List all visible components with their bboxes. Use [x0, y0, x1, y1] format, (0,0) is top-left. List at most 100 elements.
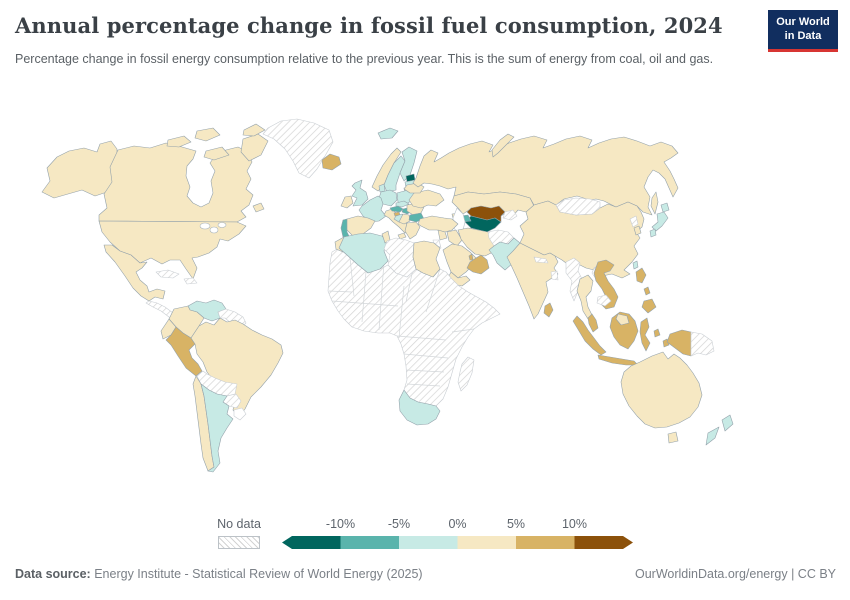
great-lake-1 — [199, 222, 211, 230]
country-turkmenistan[interactable] — [464, 215, 502, 233]
country-cambodia[interactable] — [596, 294, 612, 307]
legend-tick-1: -5% — [387, 517, 411, 531]
country-russia-novaya-zemlya[interactable] — [491, 133, 515, 158]
country-czechia[interactable] — [395, 200, 410, 208]
legend-bin-2[interactable] — [399, 536, 458, 549]
country-iraq[interactable] — [446, 229, 463, 247]
legend-bin-3[interactable] — [457, 536, 517, 549]
legend-tick-2: 0% — [448, 517, 467, 531]
region-borneo-north[interactable] — [615, 313, 630, 326]
africa-internal-borders — [328, 257, 475, 387]
country-russia-sakhalin[interactable] — [650, 191, 659, 215]
country-indonesia-papua[interactable] — [666, 329, 692, 357]
country-alaska[interactable] — [41, 140, 118, 199]
owid-credit-link[interactable]: OurWorldinData.org/energy | CC BY — [634, 567, 836, 581]
data-source-label: Data source: — [15, 567, 91, 581]
legend-no-data-swatch[interactable] — [218, 536, 260, 549]
country-iceland[interactable] — [321, 153, 342, 171]
country-philippines-visayas[interactable] — [643, 286, 651, 296]
country-papua-new-guinea[interactable] — [690, 331, 715, 357]
country-bangladesh[interactable] — [550, 270, 559, 281]
country-philippines-luzon[interactable] — [635, 267, 647, 284]
country-south-korea[interactable] — [633, 225, 642, 236]
country-sri-lanka[interactable] — [543, 302, 554, 318]
owid-logo-line2: in Data — [784, 29, 822, 42]
country-indonesia-java[interactable] — [597, 354, 639, 366]
country-uruguay[interactable] — [233, 407, 247, 421]
country-greenland[interactable] — [262, 118, 334, 179]
country-serbia[interactable] — [398, 213, 411, 225]
country-taiwan[interactable] — [632, 260, 639, 270]
legend-tick-0: -10% — [325, 517, 356, 531]
country-south-africa[interactable] — [398, 389, 441, 426]
country-thailand[interactable] — [576, 274, 594, 320]
country-australia-tasmania[interactable] — [667, 431, 679, 444]
great-lake-3 — [217, 222, 227, 228]
chart-subtitle: Percentage change in fossil energy consu… — [15, 52, 714, 66]
country-canada-arctic-1[interactable] — [166, 135, 192, 148]
country-greece[interactable] — [404, 221, 421, 240]
country-vietnam[interactable] — [593, 259, 619, 310]
country-egypt[interactable] — [412, 240, 441, 278]
country-ukraine[interactable] — [408, 189, 445, 209]
great-lake-2 — [209, 226, 219, 234]
country-cuba[interactable] — [155, 269, 180, 279]
page-title: Annual percentage change in fossil fuel … — [15, 13, 723, 38]
country-madagascar[interactable] — [457, 356, 475, 392]
country-indonesia-sumatra[interactable] — [572, 315, 607, 356]
country-indonesia-moluccas-1[interactable] — [653, 328, 661, 338]
country-nepal[interactable] — [533, 256, 549, 264]
country-peru[interactable] — [165, 326, 203, 377]
country-syria[interactable] — [437, 229, 448, 241]
country-turkey[interactable] — [417, 215, 459, 233]
country-japan-hokkaido[interactable] — [660, 202, 670, 213]
country-canada-ellesmere[interactable] — [242, 123, 266, 137]
country-malaysia[interactable] — [587, 313, 599, 333]
country-philippines-mindanao[interactable] — [641, 298, 657, 314]
legend-tick-4: 10% — [561, 517, 588, 531]
legend-bin-5[interactable] — [574, 536, 634, 549]
country-australia[interactable] — [620, 351, 703, 429]
legend-bin-1[interactable] — [340, 536, 400, 549]
country-brazil[interactable] — [190, 317, 284, 418]
data-source-line: Data source: Energy Institute - Statisti… — [15, 567, 423, 581]
legend-bin-4[interactable] — [516, 536, 575, 549]
country-new-zealand-north[interactable] — [721, 414, 734, 432]
country-ecuador[interactable] — [160, 318, 177, 340]
owid-logo-line1: Our World — [776, 16, 830, 28]
country-mongolia[interactable] — [555, 197, 601, 216]
country-indonesia-sulawesi[interactable] — [639, 317, 651, 352]
country-argentina[interactable] — [200, 383, 234, 473]
country-france[interactable] — [358, 195, 387, 223]
country-canada-newfoundland[interactable] — [252, 202, 265, 213]
country-austria[interactable] — [389, 205, 404, 213]
country-japan-kyushu[interactable] — [649, 228, 657, 238]
legend-no-data-label: No data — [217, 517, 261, 531]
country-united-kingdom[interactable] — [351, 179, 369, 207]
country-north-korea[interactable] — [629, 215, 639, 228]
country-hispaniola[interactable] — [183, 277, 198, 285]
map-legend: No data -10% -5% 0% 5% 10% — [215, 516, 645, 554]
country-canada-victoria-island[interactable] — [203, 146, 230, 161]
owid-logo[interactable]: Our World in Data — [768, 10, 838, 52]
data-source-text: Energy Institute - Statistical Review of… — [90, 567, 423, 581]
world-map — [41, 118, 734, 473]
country-japan-honshu[interactable] — [651, 211, 669, 232]
country-ireland[interactable] — [340, 195, 354, 209]
country-mexico[interactable] — [103, 244, 166, 302]
country-canada-baffin-island[interactable] — [240, 133, 269, 162]
country-svalbard[interactable] — [377, 127, 399, 140]
legend-bin-0[interactable] — [282, 536, 341, 549]
country-new-zealand-south[interactable] — [705, 426, 720, 446]
country-libya[interactable] — [383, 237, 417, 278]
country-algeria[interactable] — [338, 232, 389, 274]
country-italy-sicily[interactable] — [397, 232, 407, 240]
country-canada-arctic-2[interactable] — [194, 127, 221, 142]
country-finland[interactable] — [399, 146, 418, 182]
country-canada[interactable] — [98, 142, 254, 223]
region-oman-uae[interactable] — [466, 254, 490, 275]
country-indonesia-borneo[interactable] — [609, 311, 639, 350]
region-kyrgyzstan-tajikistan[interactable] — [502, 209, 518, 221]
legend-tick-3: 5% — [506, 517, 526, 531]
